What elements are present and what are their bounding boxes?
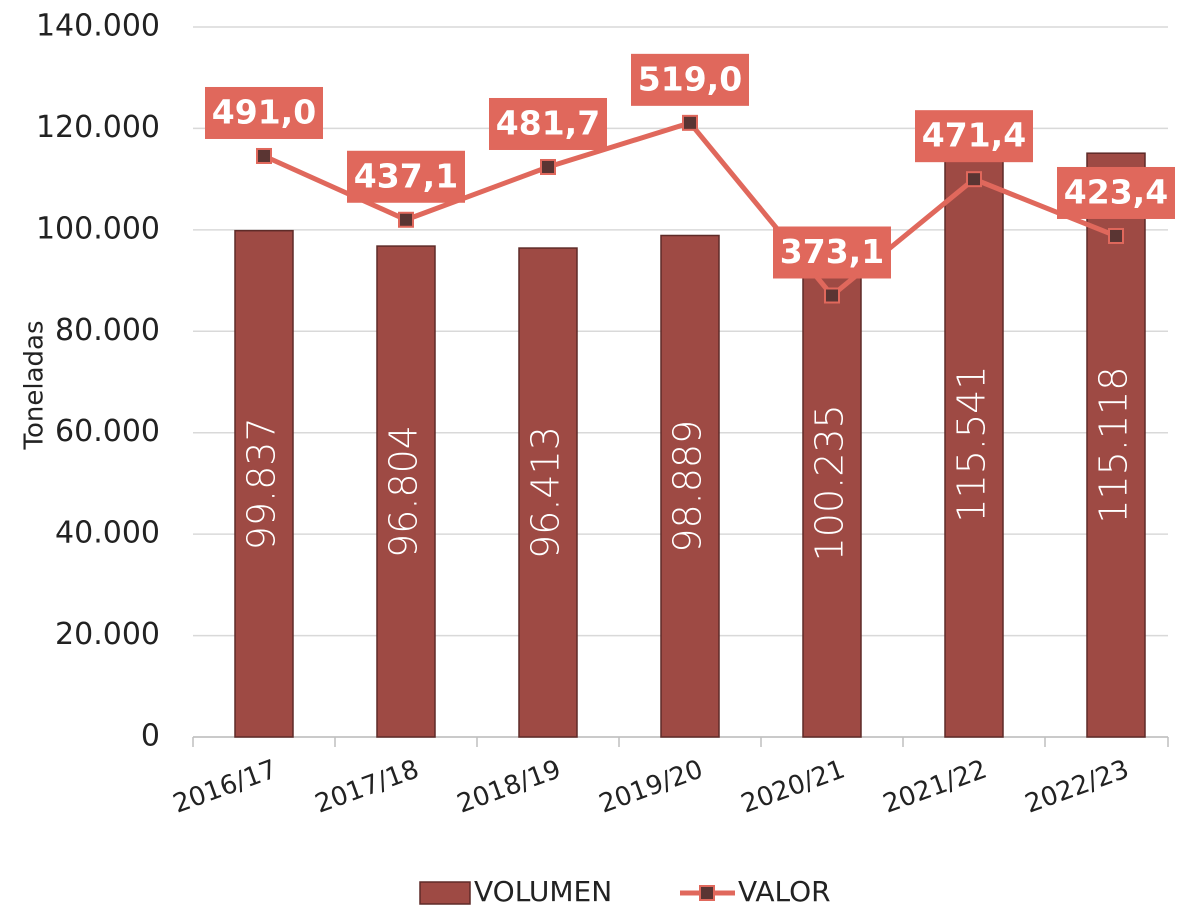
x-tick-label: 2021/22: [879, 754, 991, 819]
bar: [1086, 152, 1146, 738]
bar: [944, 150, 1004, 738]
x-tick-label: 2019/20: [595, 754, 707, 819]
y-tick-label: 140.000: [36, 9, 160, 44]
value-label-box: [773, 226, 891, 279]
y-tick-label: 40.000: [55, 516, 160, 551]
bar-value-label: 115.541: [950, 365, 994, 522]
line-marker: [824, 287, 840, 304]
bar: [234, 229, 294, 738]
bar: [518, 247, 578, 738]
legend-label: VOLUMEN: [474, 875, 612, 908]
legend-label: VALOR: [738, 875, 831, 908]
x-tick-label: 2018/19: [453, 754, 565, 819]
value-label-box: [347, 150, 465, 203]
line-value-label: 519,0: [638, 59, 742, 98]
x-tick-label: 2020/21: [737, 754, 849, 819]
line-value-label: 373,1: [780, 232, 884, 271]
bar-value-label: 115.118: [1092, 367, 1136, 524]
value-label-box: [205, 86, 323, 139]
bar-value-label: 96.413: [524, 426, 568, 559]
bar: [376, 245, 436, 738]
line-marker: [1108, 227, 1124, 244]
bar-value-label: 100.235: [808, 404, 852, 561]
legend-marker: [699, 885, 715, 901]
value-label-box: [631, 53, 749, 106]
line-marker: [682, 114, 698, 131]
value-label-box: [1057, 166, 1175, 219]
line-marker: [398, 211, 414, 228]
bar-value-label: 99.837: [240, 417, 284, 550]
y-tick-label: 100.000: [36, 211, 160, 246]
line-value-label: 491,0: [212, 92, 316, 131]
line-marker: [966, 171, 982, 188]
legend-swatch: [419, 881, 471, 905]
y-tick-label: 120.000: [36, 110, 160, 145]
x-tick-label: 2022/23: [1021, 754, 1133, 819]
line-marker: [256, 147, 272, 164]
y-tick-label: 0: [141, 719, 160, 754]
x-tick-label: 2017/18: [311, 754, 423, 819]
bar-value-label: 98.889: [666, 420, 710, 553]
y-axis-title: Toneladas: [20, 321, 50, 451]
bar-value-label: 96.804: [382, 425, 426, 558]
line-value-label: 471,4: [922, 116, 1026, 155]
y-tick-label: 80.000: [55, 313, 160, 348]
line-value-label: 437,1: [354, 156, 458, 195]
line-value-label: 481,7: [496, 103, 600, 142]
value-label-box: [915, 110, 1033, 163]
y-tick-label: 60.000: [55, 414, 160, 449]
bar: [660, 234, 720, 738]
x-tick-label: 2016/17: [169, 754, 281, 819]
bar: [802, 227, 862, 738]
value-label-box: [489, 97, 607, 150]
y-tick-label: 20.000: [55, 617, 160, 652]
line-marker: [540, 158, 556, 175]
line-value-label: 423,4: [1064, 172, 1168, 211]
